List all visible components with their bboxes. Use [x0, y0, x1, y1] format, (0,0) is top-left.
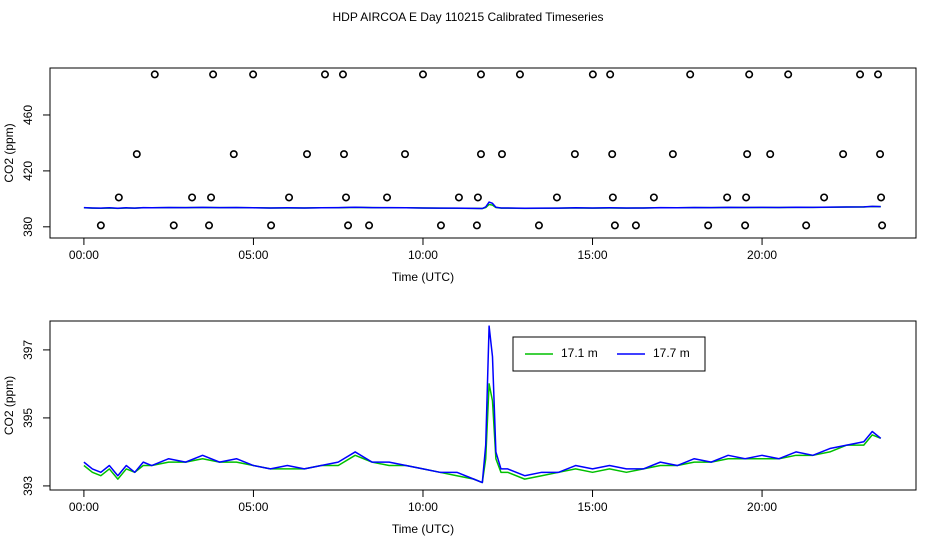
x-tick-label: 15:00	[578, 248, 608, 262]
chart-title: HDP AIRCOA E Day 110215 Calibrated Times…	[332, 10, 603, 24]
legend-box	[512, 336, 706, 372]
data-point	[169, 221, 178, 230]
data-point	[610, 221, 619, 230]
data-point	[472, 221, 481, 230]
y-axis-label: CO2 (ppm)	[2, 123, 16, 182]
data-point	[741, 221, 750, 230]
data-point	[552, 193, 561, 202]
data-point	[150, 70, 159, 79]
x-tick-label: 10:00	[408, 500, 438, 514]
data-point	[96, 221, 105, 230]
x-tick-label: 20:00	[747, 248, 777, 262]
data-point	[802, 221, 811, 230]
legend-label: 17.7 m	[653, 346, 690, 360]
data-point	[207, 193, 216, 202]
data-point	[686, 70, 695, 79]
data-point	[649, 193, 658, 202]
data-point	[114, 193, 123, 202]
x-tick-label: 00:00	[69, 500, 99, 514]
data-point	[188, 193, 197, 202]
data-point	[743, 150, 752, 159]
data-point	[132, 150, 141, 159]
x-tick-label: 10:00	[408, 248, 438, 262]
data-point	[839, 150, 848, 159]
y-tick-label: 420	[21, 161, 35, 181]
data-point	[476, 70, 485, 79]
plot-frame	[49, 67, 917, 239]
series-line	[83, 201, 881, 210]
data-point	[878, 221, 887, 230]
data-point	[436, 221, 445, 230]
y-tick-label: 393	[21, 476, 35, 496]
data-point	[631, 221, 640, 230]
series-line	[83, 325, 882, 484]
data-point	[876, 150, 885, 159]
y-tick-label: 397	[21, 340, 35, 360]
data-point	[229, 150, 238, 159]
data-point	[338, 70, 347, 79]
data-point	[473, 193, 482, 202]
data-point	[766, 150, 775, 159]
data-point	[365, 221, 374, 230]
data-point	[877, 193, 886, 202]
data-point	[723, 193, 732, 202]
data-point	[704, 221, 713, 230]
data-point	[668, 150, 677, 159]
data-point	[383, 193, 392, 202]
y-tick-label: 380	[21, 216, 35, 236]
data-point	[320, 70, 329, 79]
panel: 00:00 05:00 10:00 15:00 20:00 393 395 397 Time (…	[2, 320, 917, 536]
data-point	[401, 150, 410, 159]
data-point	[454, 193, 463, 202]
data-point	[249, 70, 258, 79]
data-point	[515, 70, 524, 79]
data-point	[588, 70, 597, 79]
data-point	[874, 70, 883, 79]
data-point	[205, 221, 214, 230]
data-point	[742, 193, 751, 202]
data-point	[606, 70, 615, 79]
data-point	[267, 221, 276, 230]
data-point	[285, 193, 294, 202]
x-tick-label: 05:00	[238, 248, 268, 262]
data-point	[784, 70, 793, 79]
y-tick-label: 460	[21, 105, 35, 125]
data-point	[608, 150, 617, 159]
data-point	[418, 70, 427, 79]
x-axis-label: Time (UTC)	[392, 270, 454, 284]
legend-label: 17.1 m	[561, 346, 598, 360]
data-point	[476, 150, 485, 159]
data-point	[608, 193, 617, 202]
data-point	[303, 150, 312, 159]
data-point	[342, 193, 351, 202]
legend: 17.1 m 17.7 m	[512, 336, 706, 372]
y-axis-label: CO2 (ppm)	[2, 376, 16, 435]
series-line	[83, 383, 882, 484]
data-point	[497, 150, 506, 159]
data-point	[820, 193, 829, 202]
data-point	[344, 221, 353, 230]
data-point	[570, 150, 579, 159]
x-tick-label: 20:00	[747, 500, 777, 514]
x-tick-label: 15:00	[578, 500, 608, 514]
plot-frame	[49, 320, 917, 491]
data-point	[745, 70, 754, 79]
panel: 00:00 05:00 10:00 15:00 20:00 380 420 460 Time (…	[2, 67, 917, 284]
data-point	[856, 70, 865, 79]
x-tick-label: 05:00	[238, 500, 268, 514]
data-point	[534, 221, 543, 230]
y-tick-label: 395	[21, 408, 35, 428]
x-axis-label: Time (UTC)	[392, 522, 454, 536]
x-tick-label: 00:00	[69, 248, 99, 262]
data-point	[209, 70, 218, 79]
data-point	[339, 150, 348, 159]
